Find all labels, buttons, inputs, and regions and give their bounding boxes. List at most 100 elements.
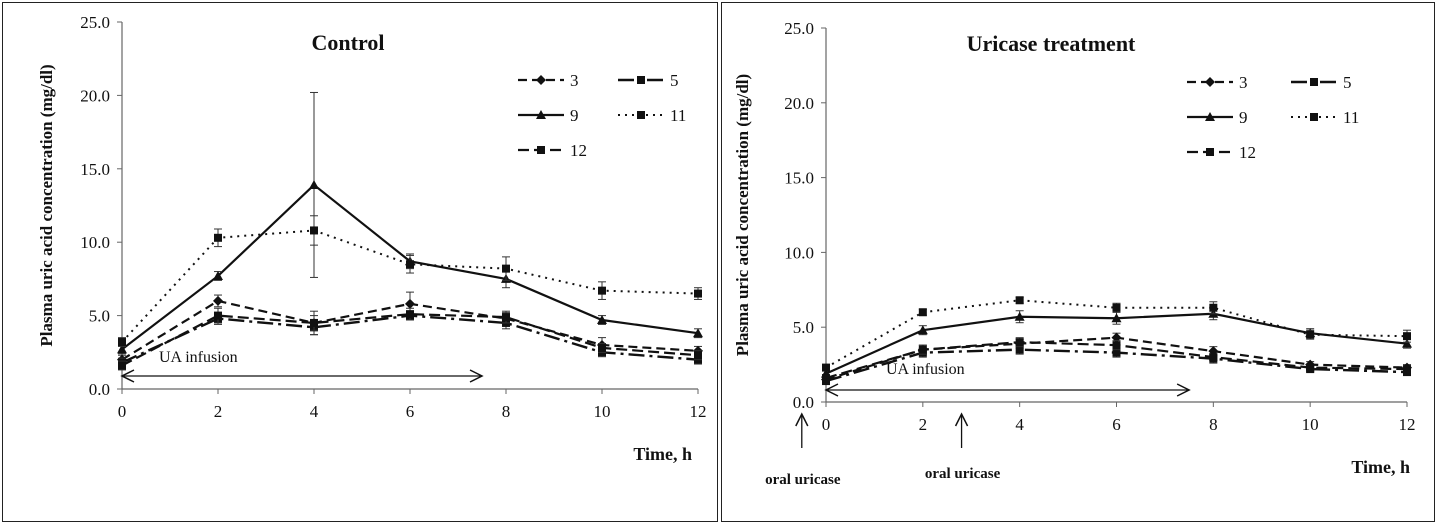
oral-uricase-annotation: oral uricase bbox=[925, 412, 1001, 482]
x-tick-label: 4 bbox=[310, 402, 319, 421]
y-axis-label: Plasma uric acid concentration (mg/dl) bbox=[733, 74, 752, 356]
legend-entry-5: 5 bbox=[618, 71, 679, 90]
x-tick-label: 8 bbox=[502, 402, 511, 421]
y-tick-label: 0.0 bbox=[793, 393, 814, 412]
legend-entry-9: 9 bbox=[1187, 108, 1248, 127]
legend-swatch-marker bbox=[1310, 113, 1318, 121]
series-9-point bbox=[917, 325, 928, 335]
series-11-point bbox=[694, 289, 702, 298]
series-11-point bbox=[1403, 332, 1411, 341]
x-tick-label: 12 bbox=[690, 402, 707, 421]
series-12-point bbox=[1112, 341, 1121, 350]
arrow-head bbox=[1176, 383, 1191, 397]
series-11-point bbox=[214, 233, 222, 242]
ua-infusion-annotation: UA infusion bbox=[824, 361, 1191, 397]
legend-label: 11 bbox=[1343, 108, 1359, 127]
series-12-point bbox=[822, 374, 830, 383]
series-11 bbox=[822, 296, 1411, 372]
x-tick-label: 2 bbox=[919, 415, 928, 434]
legend-swatch-marker bbox=[537, 146, 545, 154]
series-12-point bbox=[598, 343, 606, 352]
y-tick-label: 5.0 bbox=[89, 307, 110, 326]
y-tick-label: 10.0 bbox=[784, 243, 814, 262]
series-12-point bbox=[214, 311, 222, 320]
series-12-point bbox=[310, 318, 318, 327]
y-tick-label: 15.0 bbox=[80, 160, 110, 179]
series-3-point bbox=[213, 295, 223, 306]
series-9-point bbox=[309, 179, 319, 189]
legend-swatch-marker bbox=[1205, 77, 1215, 87]
series-11-point bbox=[310, 226, 318, 235]
series-9-point bbox=[597, 315, 607, 325]
legend-swatch-marker bbox=[1206, 148, 1214, 156]
series-9-point bbox=[213, 270, 223, 280]
arrow-head bbox=[824, 383, 839, 397]
series-12-point bbox=[1209, 353, 1218, 362]
x-tick-label: 10 bbox=[1302, 415, 1319, 434]
series-9-point bbox=[1111, 313, 1122, 323]
series-12-point bbox=[406, 310, 414, 319]
series-3-point bbox=[405, 298, 415, 309]
series-11-point bbox=[822, 363, 830, 372]
series-12 bbox=[118, 307, 702, 371]
series-11-point bbox=[1015, 296, 1024, 305]
y-tick-label: 20.0 bbox=[784, 94, 814, 113]
series-11-point bbox=[1112, 303, 1121, 312]
arrow-head bbox=[120, 369, 135, 383]
series-12-point bbox=[1015, 338, 1024, 347]
x-tick-label: 10 bbox=[594, 402, 611, 421]
series-11-point bbox=[598, 286, 606, 295]
legend-swatch-marker bbox=[637, 111, 645, 119]
series-12-point bbox=[502, 313, 510, 322]
legend-label: 3 bbox=[1239, 73, 1248, 92]
series-9-point bbox=[117, 344, 127, 354]
y-axis-label: Plasma uric acid concentration (mg/dl) bbox=[37, 64, 56, 346]
x-tick-label: 6 bbox=[1112, 415, 1121, 434]
legend-label: 11 bbox=[670, 106, 686, 125]
series-5-point bbox=[1112, 348, 1121, 357]
arrow-head bbox=[795, 412, 809, 427]
uricase-panel-frame bbox=[721, 2, 1435, 522]
x-tick-label: 0 bbox=[118, 402, 127, 421]
legend-entry-9: 9 bbox=[518, 106, 579, 125]
oral-uricase-label: oral uricase bbox=[925, 466, 1001, 482]
y-tick-label: 25.0 bbox=[80, 13, 110, 32]
series-11-line bbox=[121, 229, 699, 343]
chart-title: Uricase treatment bbox=[967, 31, 1136, 56]
series-12-point bbox=[694, 351, 702, 360]
series-9-point bbox=[1402, 338, 1412, 348]
legend-entry-5: 5 bbox=[1291, 73, 1352, 92]
series-12-point bbox=[1306, 363, 1315, 372]
oral-uricase-annotation: oral uricase bbox=[765, 412, 841, 488]
legend-entry-11: 11 bbox=[618, 106, 686, 125]
control-chart: 0.0 5.0 10.0 15.0 20.0 25.0 0 2 4 6 8 10 12 Plasma ur… bbox=[37, 13, 707, 464]
legend-swatch-marker bbox=[1205, 112, 1215, 121]
legend-entry-3: 3 bbox=[518, 71, 579, 90]
legend-label: 12 bbox=[570, 141, 587, 160]
series-11-point bbox=[1209, 303, 1218, 312]
x-tick-label: 4 bbox=[1015, 415, 1024, 434]
y-tick-label: 10.0 bbox=[80, 233, 110, 252]
legend-label: 3 bbox=[570, 71, 579, 90]
x-tick-label: 6 bbox=[406, 402, 415, 421]
control-panel-frame bbox=[2, 2, 718, 522]
y-tick-label: 25.0 bbox=[784, 19, 814, 38]
legend-swatch-marker bbox=[536, 75, 546, 85]
x-tick-label: 8 bbox=[1209, 415, 1218, 434]
legend-label: 9 bbox=[1239, 108, 1248, 127]
x-tick-label: 2 bbox=[214, 402, 223, 421]
x-tick-label: 0 bbox=[822, 415, 831, 434]
legend-label: 9 bbox=[570, 106, 579, 125]
legend-entry-12: 12 bbox=[1187, 143, 1256, 162]
series-9-point bbox=[1014, 311, 1025, 321]
y-tick-label: 20.0 bbox=[80, 86, 110, 105]
legend-label: 5 bbox=[1343, 73, 1352, 92]
legend-swatch-marker bbox=[536, 110, 546, 119]
uricase-chart: 0.0 5.0 10.0 15.0 20.0 25.0 0 2 4 6 8 10 12 Plasma ur… bbox=[733, 19, 1416, 488]
legend-swatch-marker bbox=[1310, 78, 1318, 86]
series-5-point bbox=[1015, 345, 1024, 354]
series-11 bbox=[118, 215, 702, 347]
x-tick-label: 12 bbox=[1399, 415, 1416, 434]
legend-label: 12 bbox=[1239, 143, 1256, 162]
